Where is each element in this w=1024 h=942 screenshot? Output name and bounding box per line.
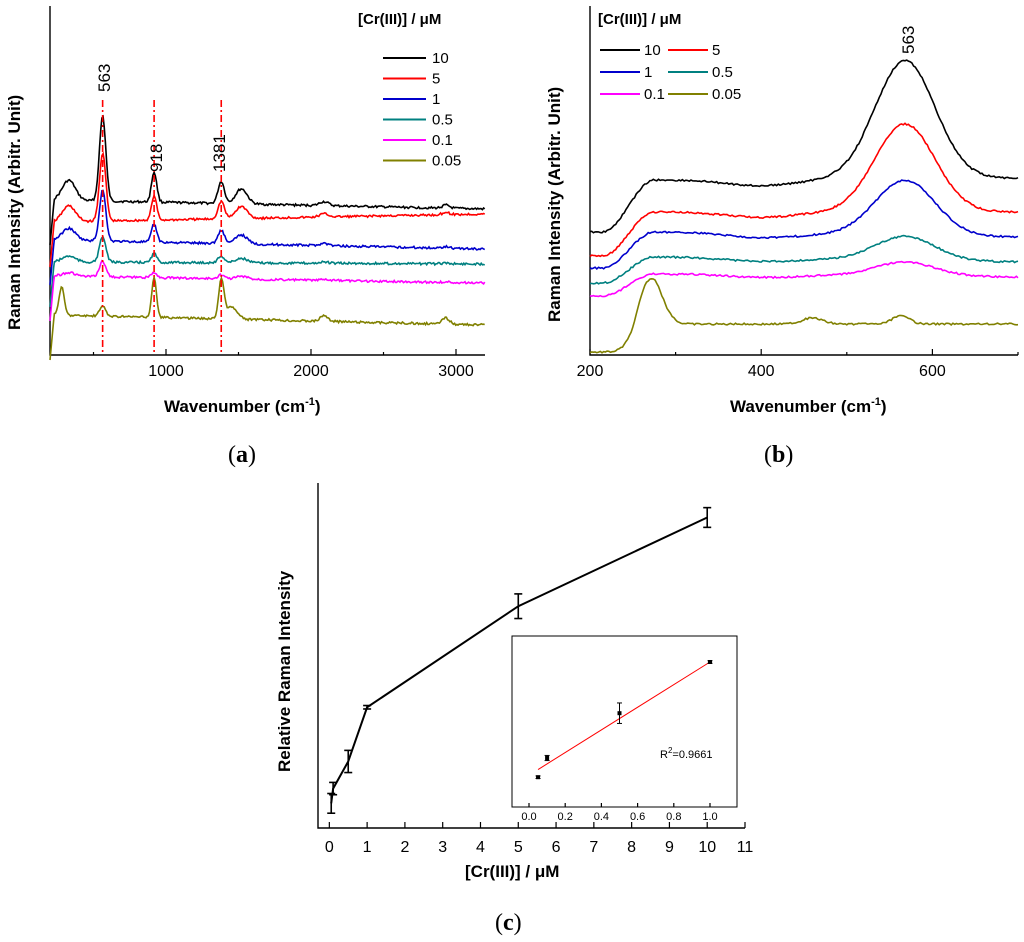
chart-c-inset-r2-value: =0.9661 (672, 749, 712, 761)
chart-a-legend-label-5: 5 (432, 71, 440, 88)
chart-c-inset-x-tick-label-2: 0.4 (594, 811, 609, 823)
chart-c-inset-point-3 (708, 660, 712, 664)
chart-c-x-tick-label-5: 5 (514, 839, 523, 856)
chart-a-legend-title: [Cr(III)] / μM (358, 11, 441, 28)
chart-b-x-ticks: 200 400 600 (577, 349, 1019, 380)
chart-b-x-axis-label-sup: -1 (871, 396, 881, 408)
chart-b-legend-label-0.1: 0.1 (644, 86, 665, 103)
chart-a-series-1 (49, 189, 486, 286)
chart-c-x-tick-label-7: 7 (589, 839, 598, 856)
chart-a-panel-label: (a) (228, 442, 256, 468)
chart-a-peak-lines (101, 100, 223, 355)
chart-c-x-tick-label-8: 8 (627, 839, 636, 856)
chart-c-x-tick-label-4: 4 (476, 839, 485, 856)
chart-c-inset-x-tick-label-4: 0.8 (666, 811, 681, 823)
chart-b-legend-label-0.5: 0.5 (712, 64, 733, 81)
chart-c-x-tick-label-11: 11 (737, 839, 754, 856)
chart-a-legend-label-0.5: 0.5 (432, 112, 453, 129)
chart-a-legend: 10 5 1 0.5 0.1 0.05 (383, 50, 461, 170)
chart-a-x-tick-label-2: 3000 (438, 363, 474, 380)
chart-c-x-tick-label-0: 0 (325, 839, 334, 856)
chart-b-series-0.05 (589, 277, 1019, 354)
chart-b-series-5 (589, 122, 1019, 258)
chart-c: 0 1 2 3 4 5 6 7 8 9 10 11 Relative Raman Intensity … (275, 483, 753, 936)
chart-b-peak-label-563: 563 (899, 26, 918, 54)
chart-a-series-0.1 (49, 259, 486, 322)
chart-b-legend-title: [Cr(III)] / μM (598, 11, 681, 28)
chart-b-legend-label-5: 5 (712, 42, 720, 59)
chart-b-x-tick-label-1: 400 (748, 363, 775, 380)
chart-c-inset-point-1 (545, 756, 550, 760)
chart-b-x-tick-label-0: 200 (577, 363, 604, 380)
chart-c-inset-x-tick-label-0: 0.0 (521, 811, 536, 823)
chart-a-legend-label-1: 1 (432, 91, 440, 108)
chart-c-y-axis-label: Relative Raman Intensity (275, 570, 294, 772)
chart-a-legend-label-10: 10 (432, 50, 449, 67)
chart-c-inset-r2: R2=0.9661 (660, 746, 712, 761)
chart-a-x-axis-label-main: Wavenumber (cm (164, 397, 305, 416)
chart-c-inset-x-tick-label-1: 0.2 (558, 811, 573, 823)
chart-a-peak-label-563: 563 (95, 64, 114, 92)
chart-b-series-0.5 (589, 234, 1019, 285)
chart-c-inset: 0.0 0.2 0.4 0.6 0.8 1.0 R2=0.9661 (511, 635, 738, 823)
chart-c-inset-frame (511, 635, 738, 808)
chart-a-y-axis-label: Raman Intensity (Arbitr. Unit) (5, 95, 24, 330)
chart-a-x-axis-label-sup: -1 (305, 396, 315, 408)
chart-c-inset-point-0 (536, 775, 541, 780)
chart-c-x-axis-label: [Cr(III)] / μM (465, 862, 559, 881)
chart-a-peak-label-1381: 1381 (210, 134, 229, 172)
chart-b-y-axis-label: Raman Intensity (Arbitr. Unit) (545, 87, 564, 322)
chart-a-legend-label-0.05: 0.05 (432, 153, 461, 170)
chart-c-inset-fit-line (537, 661, 711, 770)
chart-a-series-0.05 (49, 275, 485, 361)
chart-c-inset-x-tick-label-5: 1.0 (702, 811, 717, 823)
chart-c-x-tick-label-3: 3 (438, 839, 447, 856)
chart-c-inset-point-2 (617, 711, 622, 716)
chart-b-series-10 (589, 59, 1019, 234)
chart-b: 200 400 600 563 [Cr(III)] / μM 10 5 1 0.5 0.1 0… (545, 6, 1019, 468)
chart-b-legend: 10 5 1 0.5 0.1 0.05 (600, 42, 741, 103)
chart-a-x-axis-label: Wavenumber (cm-1) (164, 396, 321, 416)
chart-a: 1000 2000 3000 563 918 1381 [Cr(III)] / μM… (5, 6, 486, 468)
chart-b-legend-label-1: 1 (644, 64, 652, 81)
chart-b-x-axis-label-close: ) (881, 397, 887, 416)
chart-a-series-5 (49, 151, 486, 268)
chart-b-series (589, 59, 1019, 354)
chart-c-x-ticks: 0 1 2 3 4 5 6 7 8 9 10 11 (325, 822, 754, 856)
chart-c-frame (317, 483, 745, 829)
chart-a-x-ticks: 1000 2000 3000 (92, 349, 474, 380)
chart-b-legend-label-0.05: 0.05 (712, 86, 741, 103)
chart-b-x-axis-label: Wavenumber (cm-1) (730, 396, 887, 416)
chart-c-x-tick-label-10: 10 (698, 839, 716, 856)
chart-b-series-1 (589, 179, 1019, 270)
chart-c-inset-data (535, 660, 713, 780)
chart-a-series (49, 114, 486, 361)
chart-a-legend-label-0.1: 0.1 (432, 132, 453, 149)
chart-c-panel-letter: c (503, 910, 514, 936)
chart-a-x-tick-label-1: 2000 (293, 363, 329, 380)
chart-a-panel-letter: a (236, 442, 248, 468)
chart-c-inset-r2-prefix: R (660, 749, 668, 761)
chart-b-panel-label: (b) (764, 442, 793, 468)
chart-b-legend-label-10: 10 (644, 42, 661, 59)
chart-c-inset-r2-sup: 2 (668, 746, 673, 755)
chart-b-x-tick-label-2: 600 (919, 363, 946, 380)
chart-a-peak-label-918: 918 (147, 144, 166, 172)
chart-a-series-10 (49, 114, 486, 246)
chart-c-x-tick-label-6: 6 (552, 839, 561, 856)
chart-b-series-0.1 (589, 260, 1019, 298)
chart-c-x-tick-label-9: 9 (665, 839, 674, 856)
chart-c-data (327, 506, 712, 815)
chart-b-panel-letter: b (772, 442, 785, 468)
chart-c-x-tick-label-1: 1 (363, 839, 372, 856)
chart-c-inset-x-tick-label-3: 0.6 (630, 811, 645, 823)
chart-c-inset-x-ticks: 0.0 0.2 0.4 0.6 0.8 1.0 (521, 803, 718, 823)
chart-c-panel-label: (c) (495, 910, 522, 936)
chart-c-x-tick-label-2: 2 (400, 839, 409, 856)
chart-a-x-tick-label-0: 1000 (148, 363, 184, 380)
chart-a-x-axis-label-close: ) (315, 397, 321, 416)
chart-a-series-0.5 (49, 235, 486, 308)
chart-b-x-axis-label-main: Wavenumber (cm (730, 397, 871, 416)
